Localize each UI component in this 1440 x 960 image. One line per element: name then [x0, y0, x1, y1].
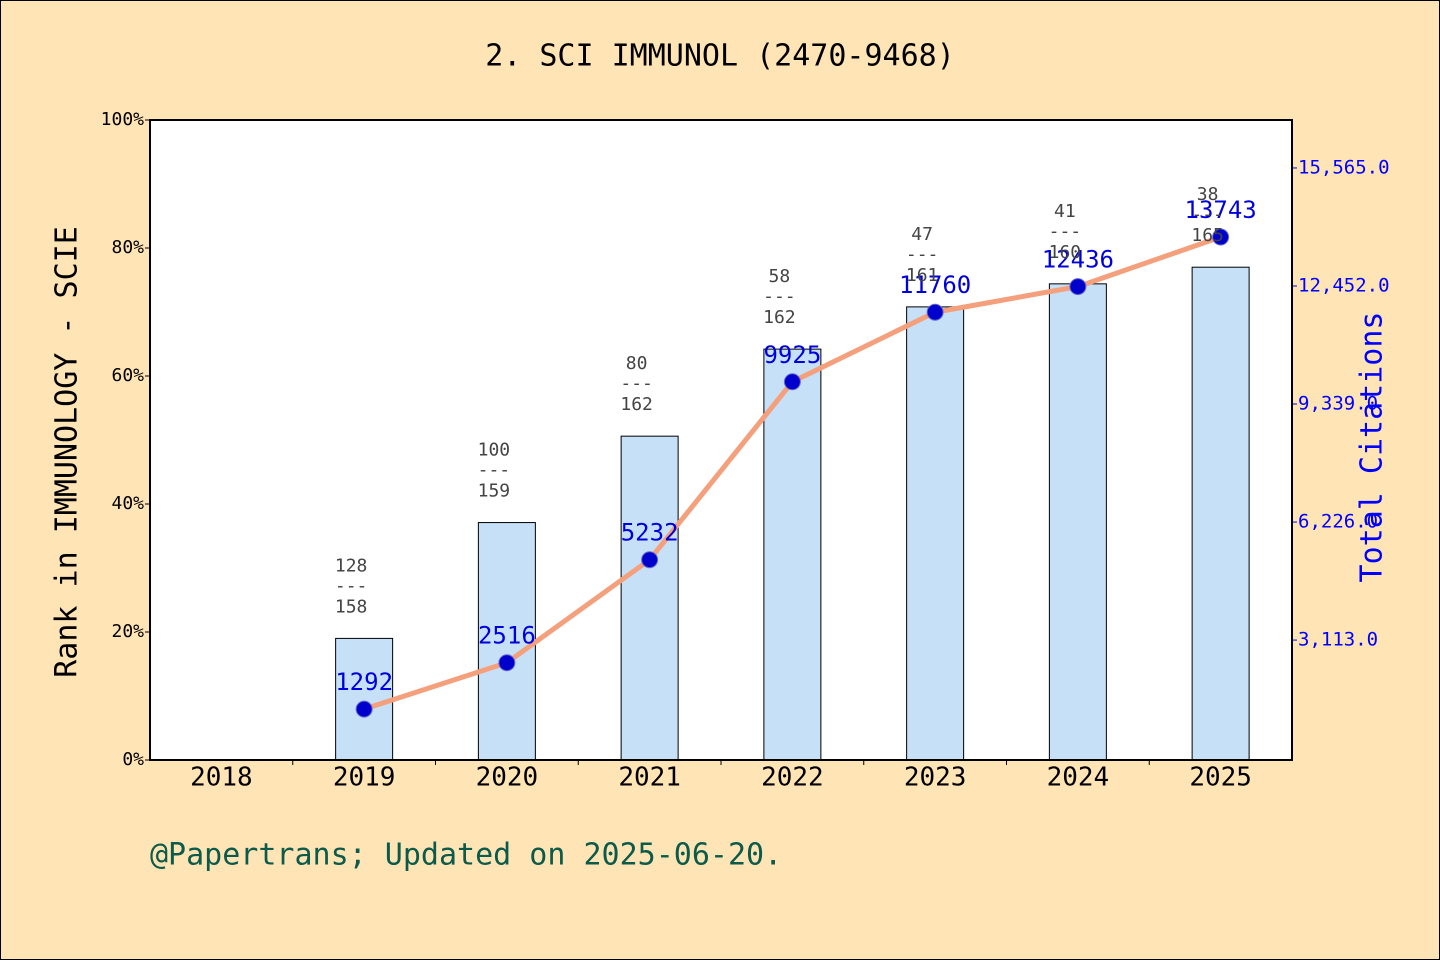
bar — [1048, 283, 1107, 761]
y2-tick-label: 9,339.0 — [1298, 393, 1378, 415]
marker — [498, 654, 516, 672]
y-tick-label: 80% — [111, 237, 144, 258]
x-tick-label: 2025 — [1189, 763, 1252, 793]
x-tick-label: 2018 — [190, 763, 253, 793]
value-label: 5232 — [621, 519, 679, 547]
value-label: 12436 — [1042, 246, 1114, 274]
rank-label: 80 — [626, 353, 648, 374]
rank-label: 58 — [769, 266, 791, 287]
y2-tick-label: 12,452.0 — [1298, 274, 1390, 296]
value-label: 9925 — [763, 341, 821, 369]
marker — [926, 303, 944, 321]
x-tick-label: 2020 — [476, 763, 539, 793]
rank-label: 41 — [1054, 201, 1076, 222]
rank-label: 162 — [620, 394, 653, 415]
rank-label: --- — [1049, 221, 1082, 242]
rank-label: --- — [763, 286, 796, 307]
rank-label: 160 — [1049, 242, 1082, 263]
y-tick-label: 40% — [111, 493, 144, 514]
y2-tick-label: 15,565.0 — [1298, 156, 1390, 178]
rank-label: 100 — [478, 440, 511, 461]
y-axis-label: Rank in IMMUNOLOGY - SCIE — [50, 226, 85, 678]
bar — [906, 306, 965, 761]
y2-axis-label: Total Citations — [1355, 312, 1390, 583]
rank-label: 128 — [335, 555, 368, 576]
value-label: 2516 — [478, 622, 536, 650]
rank-label: --- — [335, 575, 368, 596]
footer: @Papertrans; Updated on 2025-06-20. — [150, 838, 782, 873]
x-tick-label: 2022 — [761, 763, 824, 793]
x-tick-label: 2021 — [618, 763, 681, 793]
plot-frame — [149, 119, 1293, 761]
value-label: 1292 — [335, 668, 393, 696]
x-tick-label: 2024 — [1047, 763, 1110, 793]
y2-tick-label: 6,226.0 — [1298, 511, 1378, 533]
marker — [641, 551, 659, 569]
rank-label: 162 — [763, 307, 796, 328]
value-label: 11760 — [899, 271, 971, 299]
rank-label: --- — [1191, 204, 1224, 225]
bar — [620, 435, 679, 761]
marker — [1212, 228, 1230, 246]
rank-label: 38 — [1197, 184, 1219, 205]
x-tick-label: 2023 — [904, 763, 967, 793]
rank-label: --- — [906, 244, 939, 265]
rank-label: 158 — [335, 596, 368, 617]
y-tick-label: 60% — [111, 365, 144, 386]
y2-tick-label: 3,113.0 — [1298, 629, 1378, 651]
marker — [783, 373, 801, 391]
rank-label: 47 — [911, 224, 933, 245]
bar — [763, 348, 822, 761]
rank-label: 161 — [906, 265, 939, 286]
bar — [335, 637, 394, 761]
bar — [1191, 266, 1250, 761]
rank-label: --- — [620, 373, 653, 394]
marker — [355, 700, 373, 718]
rank-label: 159 — [478, 481, 511, 502]
y-tick-label: 0% — [122, 749, 144, 770]
x-tick-label: 2019 — [333, 763, 396, 793]
value-label: 13743 — [1185, 196, 1257, 224]
rank-label: --- — [478, 460, 511, 481]
chart-title: 2. SCI IMMUNOL (2470-9468) — [485, 39, 955, 74]
bar — [477, 522, 536, 761]
rank-label: 165 — [1191, 225, 1224, 246]
marker — [1069, 278, 1087, 296]
y-tick-label: 20% — [111, 621, 144, 642]
y-tick-label: 100% — [101, 109, 145, 130]
plot-area — [150, 120, 1292, 760]
